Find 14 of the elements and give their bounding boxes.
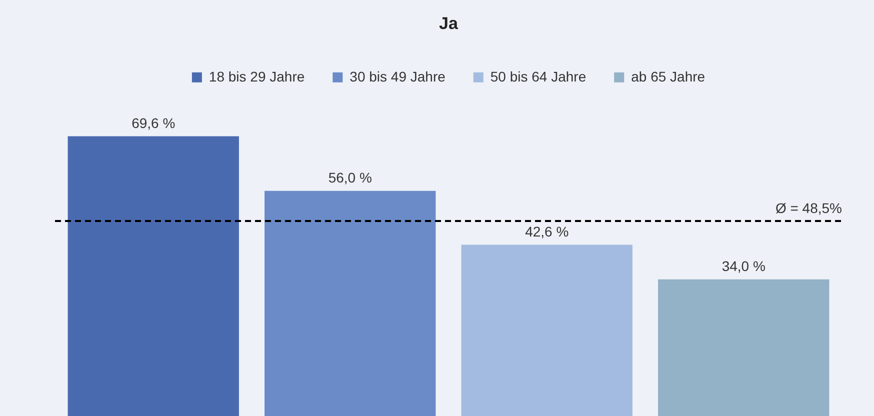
data-label: 42,6 % (525, 224, 569, 240)
bar (68, 136, 239, 416)
bar (658, 279, 830, 416)
data-label: 56,0 % (328, 170, 372, 186)
chart-title: Ja (439, 14, 458, 33)
bar (264, 190, 436, 416)
legend-label: 30 bis 49 Jahre (350, 68, 446, 84)
legend-label: 18 bis 29 Jahre (208, 68, 305, 84)
data-label: 69,6 % (132, 115, 176, 132)
legend-label: 50 bis 64 Jahre (490, 68, 586, 84)
legend-label: ab 65 Jahre (631, 68, 706, 84)
data-label: 34,0 % (722, 258, 766, 274)
ref-line-label: Ø = 48,5% (775, 200, 842, 216)
bar (461, 244, 632, 416)
